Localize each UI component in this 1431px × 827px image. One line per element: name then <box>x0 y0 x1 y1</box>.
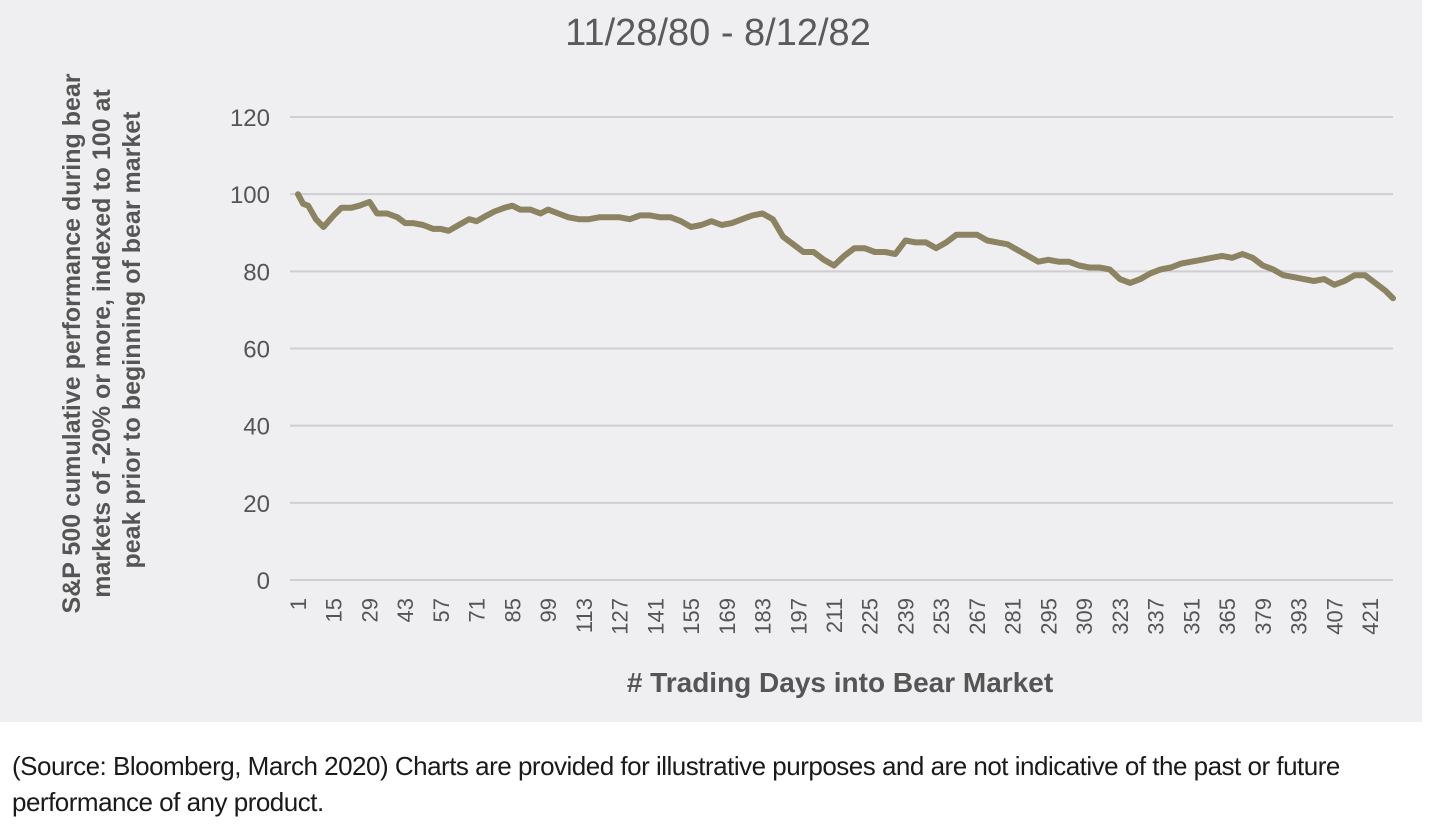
y-tick-label: 20 <box>243 491 270 518</box>
y-tick-label: 40 <box>243 414 270 441</box>
x-tick-label: 57 <box>429 598 454 622</box>
x-tick-label: 351 <box>1179 598 1204 635</box>
svg-text:S&P 500 cumulative performance: S&P 500 cumulative performance during be… <box>58 67 146 614</box>
x-tick-label: 15 <box>322 598 347 622</box>
x-tick-label: 71 <box>465 598 490 622</box>
y-axis-label-line-1: S&P 500 cumulative performance during be… <box>58 73 86 613</box>
source-caption: (Source: Bloomberg, March 2020) Charts a… <box>12 751 1340 817</box>
y-axis-label-line-2: markets of -20% or more, indexed to 100 … <box>88 89 116 598</box>
x-tick-label: 29 <box>357 598 382 622</box>
x-tick-label: 183 <box>751 598 776 635</box>
x-tick-label: 393 <box>1287 598 1312 635</box>
x-tick-label: 365 <box>1215 598 1240 635</box>
chart-title: 11/28/80 - 8/12/82 <box>565 12 871 54</box>
x-tick-label: 197 <box>786 598 811 635</box>
x-tick-label: 239 <box>893 598 918 635</box>
x-tick-label: 1 <box>286 598 311 610</box>
x-tick-label: 267 <box>965 598 990 635</box>
y-tick-label: 100 <box>230 182 270 209</box>
y-tick-label: 80 <box>243 259 270 286</box>
y-axis-label-line-3: peak prior to beginning of bear market <box>118 111 146 569</box>
x-tick-label: 85 <box>500 598 525 622</box>
x-tick-label: 323 <box>1108 598 1133 635</box>
x-tick-label: 169 <box>715 598 740 635</box>
x-tick-label: 421 <box>1358 598 1383 635</box>
line-chart: 11/28/80 - 8/12/82 0 20 40 60 80 100 120 1 15 29… <box>58 12 1396 698</box>
x-tick-label: 99 <box>536 598 561 622</box>
y-axis-label: S&P 500 cumulative performance during be… <box>58 67 146 614</box>
x-tick-label: 43 <box>393 598 418 622</box>
x-tick-label: 211 <box>822 598 847 633</box>
x-tick-label: 155 <box>679 598 704 635</box>
x-tick-label: 309 <box>1072 598 1097 635</box>
y-axis-ticks: 0 20 40 60 80 100 120 <box>230 105 270 595</box>
x-axis-ticks: 1 15 29 43 57 71 85 99 113 127 141 155 169 183 197 211 2… <box>286 598 1383 635</box>
chart-panel: 11/28/80 - 8/12/82 0 20 40 60 80 100 120 1 15 29… <box>0 0 1422 722</box>
x-axis-label: # Trading Days into Bear Market <box>627 667 1053 698</box>
x-tick-label: 295 <box>1036 598 1061 635</box>
series-layer <box>295 191 1396 302</box>
x-tick-label: 225 <box>858 598 883 635</box>
x-tick-label: 253 <box>929 598 954 635</box>
x-tick-label: 337 <box>1144 598 1169 635</box>
y-tick-label: 120 <box>230 105 270 132</box>
x-tick-label: 141 <box>643 598 668 635</box>
x-tick-label: 127 <box>608 598 633 635</box>
y-tick-label: 0 <box>257 568 270 595</box>
x-tick-label: 379 <box>1251 598 1276 635</box>
y-tick-label: 60 <box>243 337 270 364</box>
x-tick-label: 113 <box>572 598 597 633</box>
gridlines <box>290 116 1393 581</box>
x-tick-label: 281 <box>1001 598 1026 635</box>
x-tick-label: 407 <box>1322 598 1347 635</box>
series-line-0 <box>295 191 1396 302</box>
